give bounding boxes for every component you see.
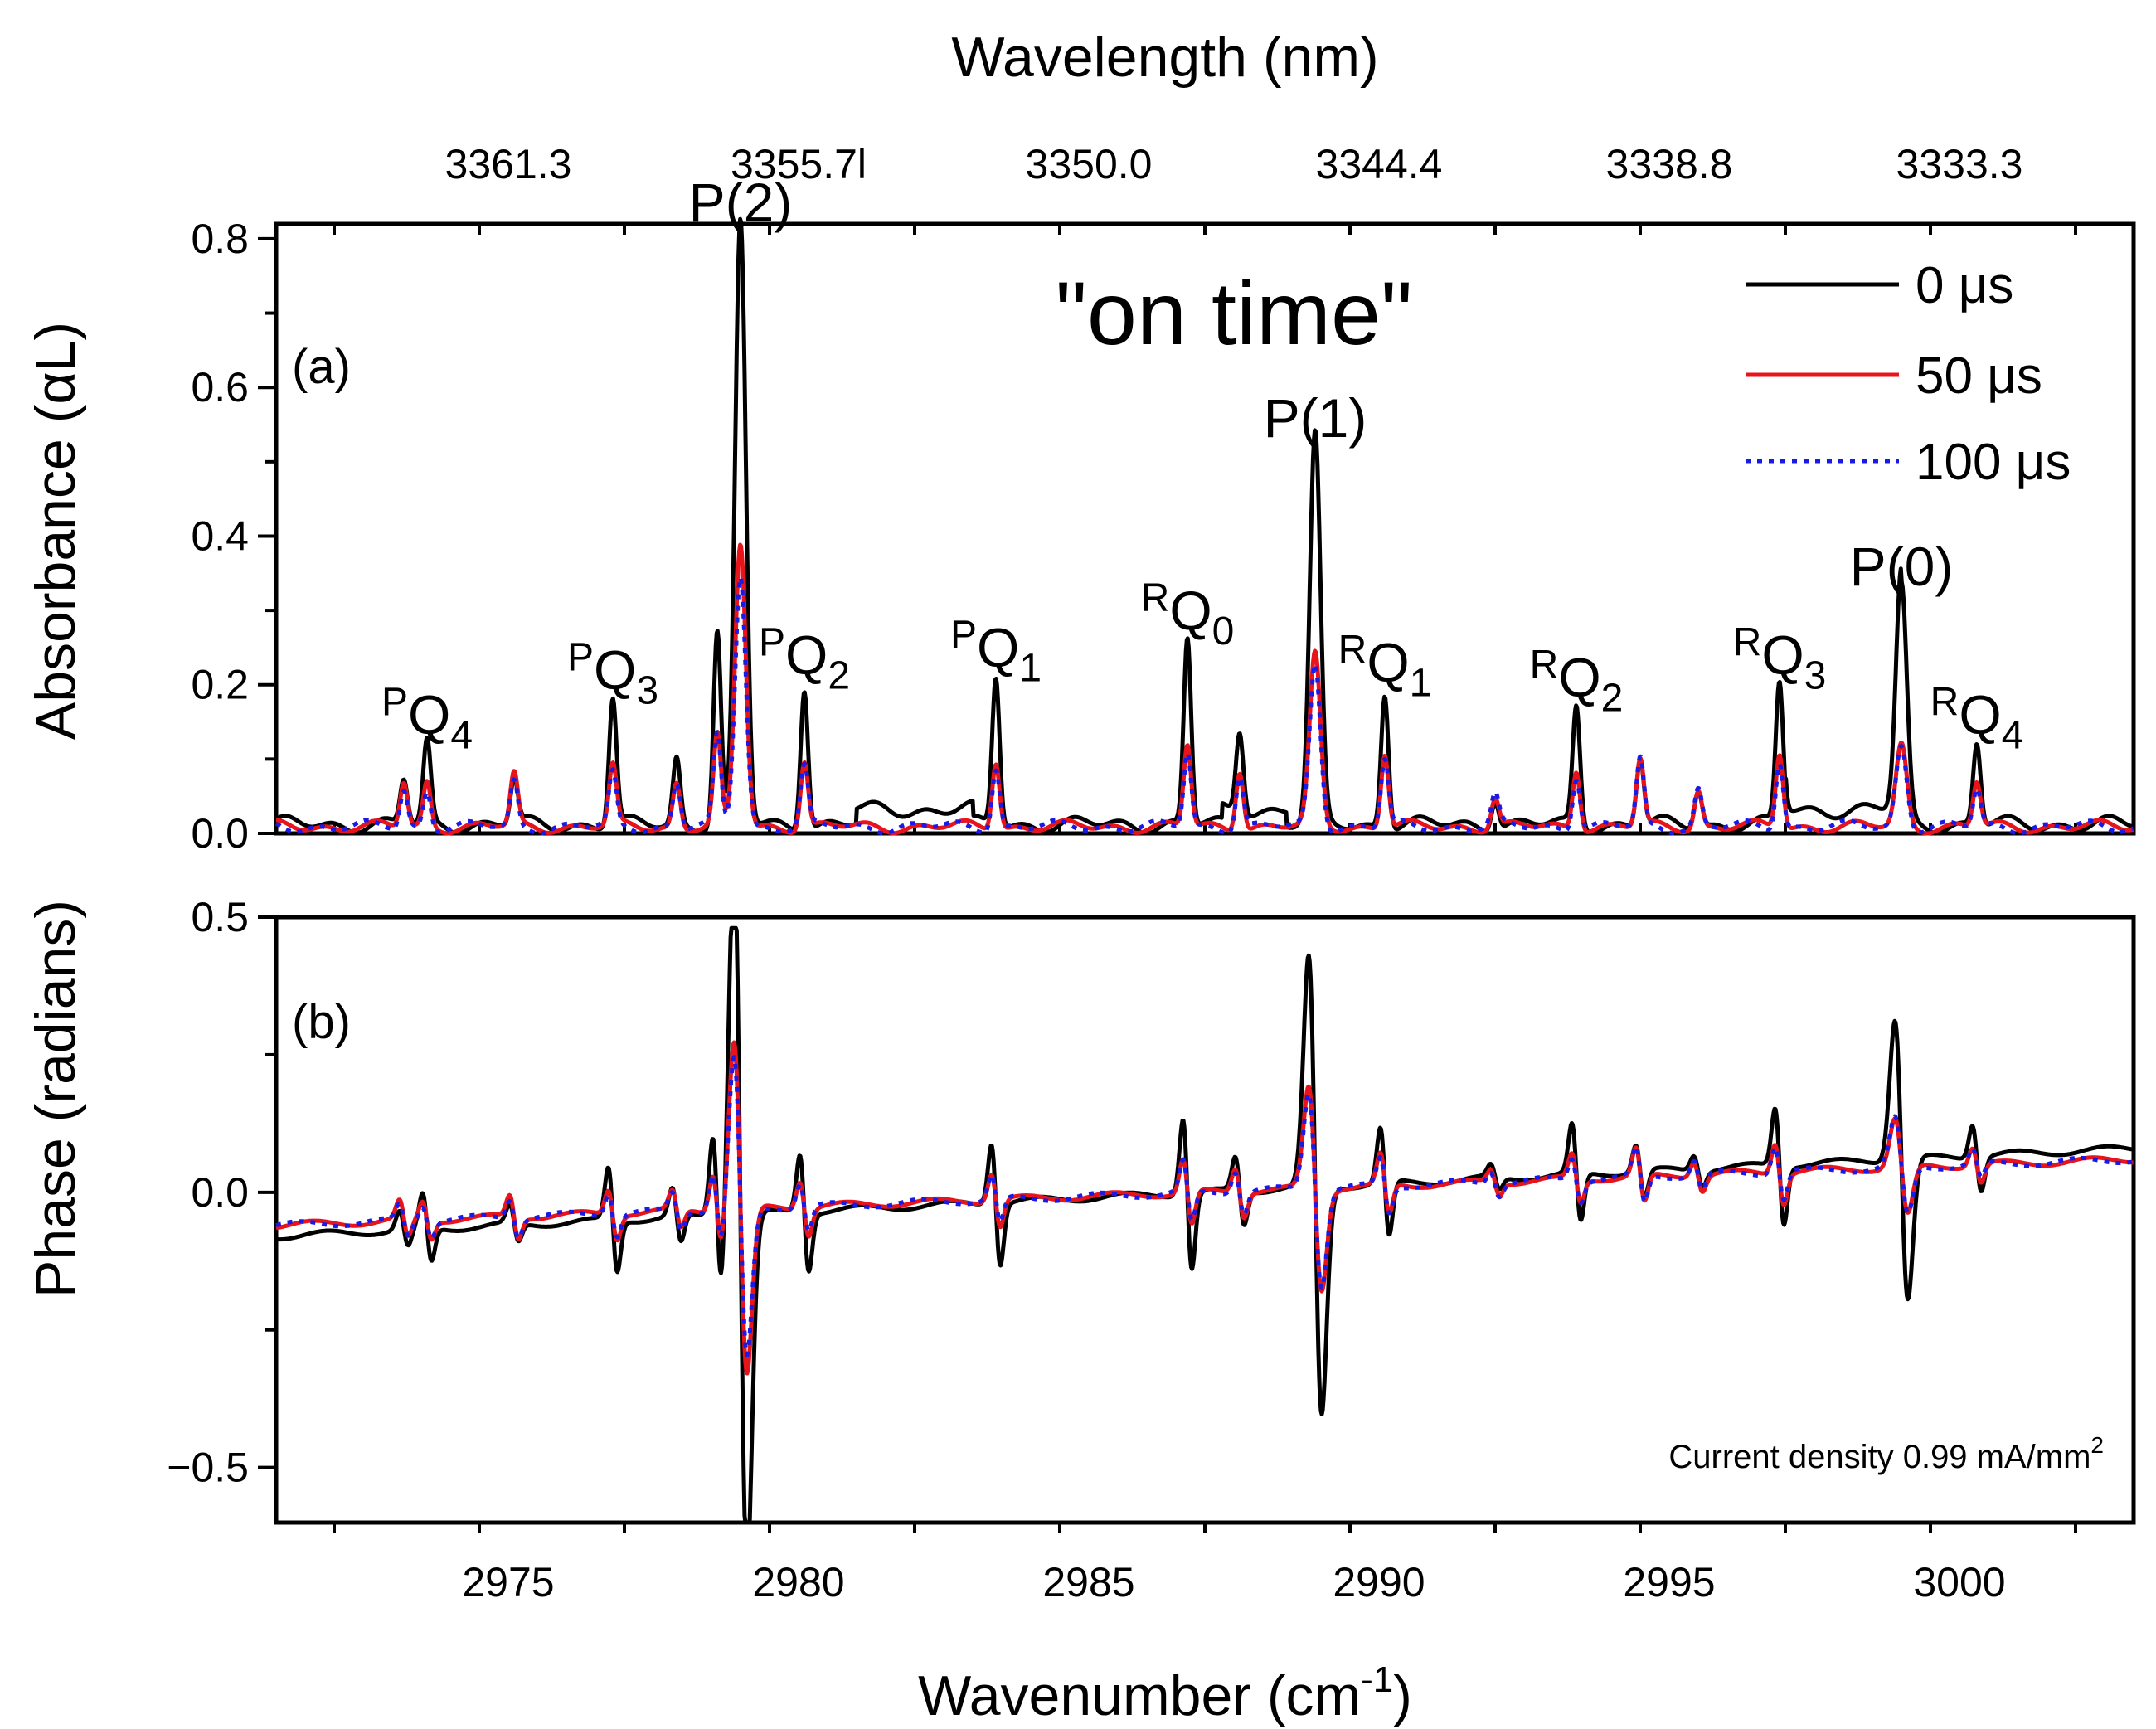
y-axis-title-b: Phase (radians) (24, 900, 87, 1298)
y-tick-label-a: 0.0 (191, 810, 249, 857)
y-tick-label-a: 0.4 (191, 512, 249, 559)
top-tick-label: 3350.0 (1026, 141, 1153, 187)
legend: 0 μs 50 μs 100 μs (1746, 257, 2071, 491)
panel-b-lines (274, 925, 2135, 1525)
peak-label-sub: 3 (1804, 654, 1827, 698)
peak-label: P(2) (689, 172, 793, 233)
peak-label-main: Q (1761, 624, 1804, 686)
peak-label-main: Q (408, 683, 450, 745)
bottom-axis-title: Wavenumber (cm-1) (918, 1659, 1412, 1727)
peak-label-sup: R (1733, 621, 1762, 665)
top-axis-title: Wavelength (nm) (951, 26, 1378, 89)
bottom-axis-title-main: Wavenumber (cm (918, 1664, 1361, 1727)
peak-label-main: Q (1959, 683, 2001, 745)
top-tick-label: 3333.3 (1896, 141, 2023, 187)
peak-label-sub: 1 (1019, 647, 1042, 691)
peak-label-main: Q (1169, 580, 1212, 641)
peak-label-main: Q (594, 639, 636, 701)
peak-label-main: Q (977, 617, 1019, 678)
x-tick-label: 3000 (1913, 1559, 2005, 1605)
peak-label: P(1) (1264, 387, 1367, 449)
peak-label-sup: R (1530, 644, 1559, 687)
panel-a-label: (a) (292, 340, 351, 394)
peak-label-sup: R (1338, 629, 1367, 673)
peak-label: PQ3 (567, 636, 658, 713)
top-tick-label: 3355.7l (731, 141, 867, 187)
y-tick-label-b: −0.5 (167, 1445, 249, 1491)
peak-label: PQ4 (381, 680, 473, 757)
panel-a-lines (274, 216, 2135, 836)
series-line-b-50us (274, 1040, 2135, 1376)
bottom-axis-title-close: ) (1393, 1664, 1412, 1727)
series-line-a-100us (274, 576, 2135, 836)
peak-label-sub: 2 (1601, 677, 1624, 721)
x-tick-label: 2990 (1333, 1559, 1425, 1605)
peak-label-sup: P (567, 636, 594, 680)
bottom-axis-title-sup: -1 (1361, 1659, 1393, 1700)
top-tick-label: 3361.3 (445, 141, 572, 187)
peak-label-main: Q (1558, 647, 1600, 708)
x-tick-label: 2975 (462, 1559, 554, 1605)
top-tick-label: 3338.8 (1606, 141, 1733, 187)
legend-label-100us: 100 μs (1916, 434, 2071, 491)
y-tick-label-a: 0.8 (191, 216, 249, 262)
panel-b-axes: 2975 2980 2985 2990 2995 3000 −0.5 0.0 0.5 (167, 894, 2077, 1605)
peak-label-sub: 3 (636, 669, 658, 713)
current-density-note: Current density 0.99 mA/mm2 (1668, 1432, 2104, 1475)
peak-label-sup: R (1141, 576, 1170, 620)
peak-label: RQ0 (1141, 576, 1235, 653)
legend-label-0us: 0 μs (1916, 257, 2013, 314)
panel-b-label: (b) (292, 995, 351, 1049)
series-line-b-100us (274, 1055, 2135, 1357)
y-tick-label-b: 0.5 (191, 894, 249, 940)
peak-label-sub: 2 (828, 654, 850, 698)
x-tick-label: 2980 (752, 1559, 844, 1605)
current-density-sup: 2 (2090, 1432, 2104, 1458)
x-tick-label: 2995 (1623, 1559, 1715, 1605)
series-line-b-0us (274, 925, 2135, 1525)
panel-b-frame (274, 915, 2136, 1525)
peak-label: RQ2 (1530, 644, 1624, 721)
peak-label-sub: 4 (450, 713, 473, 757)
peak-label-main: Q (785, 624, 828, 686)
legend-label-50us: 50 μs (1916, 347, 2042, 405)
peak-label: P(0) (1850, 536, 1954, 597)
peak-label-sup: P (381, 680, 408, 724)
peak-label: RQ3 (1733, 621, 1827, 698)
peak-label: PQ1 (950, 614, 1042, 691)
y-axis-title-a: Absorbance (αL) (24, 322, 87, 740)
current-density-text: Current density 0.99 mA/mm (1668, 1439, 2090, 1475)
y-tick-label-a: 0.2 (191, 662, 249, 708)
peak-label-sup: P (759, 621, 785, 665)
top-tick-label: 3344.4 (1316, 141, 1443, 187)
x-tick-label: 2985 (1042, 1559, 1134, 1605)
peak-label: RQ1 (1338, 629, 1432, 706)
y-tick-label-b: 0.0 (191, 1169, 249, 1216)
panel-a-axes: 3361.3 3355.7l 3350.0 3344.4 3338.8 3333.3 0.0… (191, 141, 2077, 857)
peak-label-main: Q (1367, 632, 1409, 693)
peak-label-sub: 0 (1212, 610, 1235, 653)
y-tick-label-a: 0.6 (191, 364, 249, 410)
peak-label: PQ2 (759, 621, 850, 698)
on-time-title: "on time" (1056, 263, 1413, 363)
peak-label-sup: P (950, 614, 977, 658)
peak-label-sup: R (1930, 680, 1959, 724)
peak-label-sub: 4 (2002, 713, 2024, 757)
peak-label: RQ4 (1930, 680, 2024, 757)
peak-label-sub: 1 (1410, 662, 1432, 706)
